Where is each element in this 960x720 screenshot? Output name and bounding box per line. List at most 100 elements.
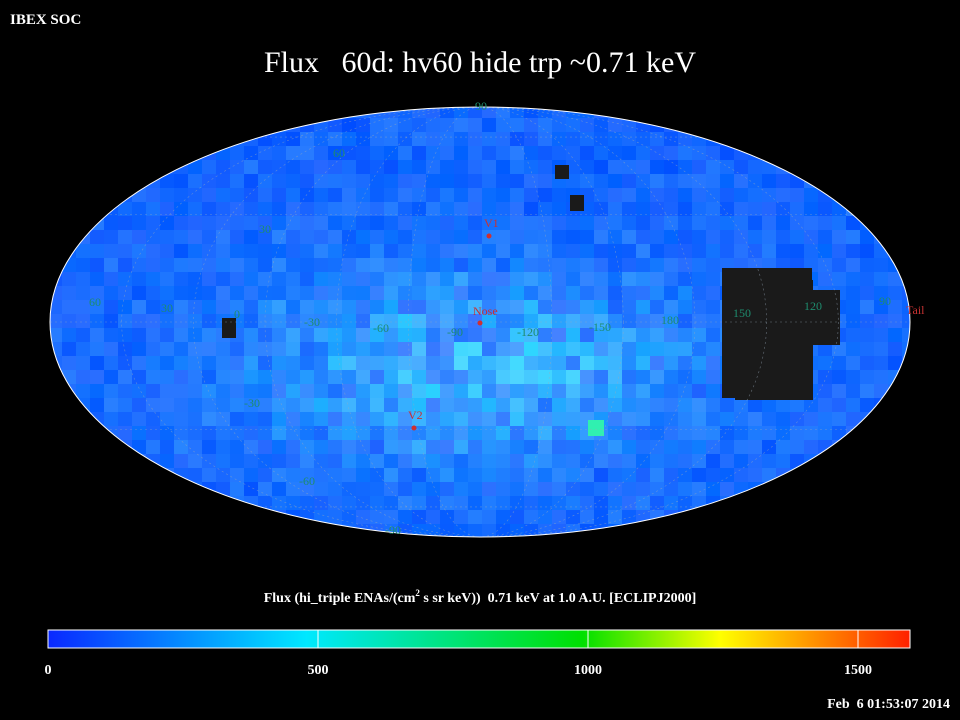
sky-pixel [650, 286, 664, 300]
sky-pixel [62, 286, 76, 300]
sky-pixel [580, 174, 594, 188]
sky-pixel [216, 524, 230, 537]
sky-pixel [860, 258, 874, 272]
sky-pixel [692, 412, 706, 426]
sky-pixel [160, 524, 174, 537]
sky-pixel [314, 107, 328, 118]
sky-pixel [832, 440, 846, 454]
colorbar-label: Flux (hi_triple ENAs/(cm2 s sr keV)) 0.7… [264, 588, 697, 606]
sky-pixel [482, 272, 496, 286]
latitude-label: -60 [299, 474, 315, 488]
sky-pixel [426, 440, 440, 454]
sky-pixel [272, 230, 286, 244]
sky-pixel [370, 538, 384, 552]
sky-pixel [818, 342, 832, 356]
sky-pixel [706, 524, 720, 537]
sky-pixel [328, 468, 342, 482]
sky-pixel [860, 440, 874, 454]
sky-pixel [314, 538, 328, 552]
sky-pixel [146, 272, 160, 286]
sky-pixel [818, 426, 832, 440]
sky-pixel [104, 230, 118, 244]
sky-pixel [524, 384, 538, 398]
sky-pixel [384, 132, 398, 146]
longitude-label: 150 [733, 306, 751, 320]
sky-pixel [468, 188, 482, 202]
sky-pixel [664, 146, 678, 160]
sky-pixel [650, 412, 664, 426]
sky-pixel [90, 188, 104, 202]
sky-pixel [524, 300, 538, 314]
sky-pixel [636, 426, 650, 440]
sky-pixel [328, 188, 342, 202]
sky-pixel [538, 174, 552, 188]
sky-pixel [286, 482, 300, 496]
sky-pixel [650, 468, 664, 482]
sky-pixel [160, 356, 174, 370]
sky-pixel [790, 398, 804, 412]
sky-pixel [76, 258, 90, 272]
sky-pixel [888, 538, 902, 552]
longitude-label: -150 [589, 320, 611, 334]
sky-pixel [188, 454, 202, 468]
sky-pixel [804, 188, 818, 202]
sky-pixel [594, 258, 608, 272]
sky-pixel [230, 412, 244, 426]
sky-pixel [482, 188, 496, 202]
sky-pixel [314, 272, 328, 286]
sky-pixel [188, 510, 202, 524]
sky-pixel [160, 384, 174, 398]
sky-pixel [902, 107, 910, 118]
sky-pixel [174, 538, 188, 552]
sky-pixel [118, 426, 132, 440]
sky-pixel [258, 300, 272, 314]
sky-pixel [496, 107, 510, 118]
sky-pixel [734, 202, 748, 216]
sky-pixel [776, 107, 790, 118]
sky-pixel [62, 160, 76, 174]
sky-pixel [384, 314, 398, 328]
sky-pixel [370, 107, 384, 118]
sky-pixel [664, 342, 678, 356]
sky-pixel [384, 286, 398, 300]
sky-pixel [888, 244, 902, 258]
sky-pixel [426, 244, 440, 258]
sky-pixel [76, 160, 90, 174]
sky-pixel [272, 468, 286, 482]
sky-pixel [524, 356, 538, 370]
sky-pixel [286, 454, 300, 468]
sky-pixel [132, 118, 146, 132]
sky-pixel [398, 454, 412, 468]
sky-pixel [664, 107, 678, 118]
sky-pixel [216, 412, 230, 426]
sky-pixel [678, 314, 692, 328]
marker-label: Tail [906, 303, 925, 317]
sky-pixel [188, 482, 202, 496]
sky-pixel [370, 328, 384, 342]
sky-pixel [132, 538, 146, 552]
sky-pixel [902, 300, 910, 314]
sky-pixel [384, 356, 398, 370]
sky-pixel [426, 258, 440, 272]
sky-pixel [132, 174, 146, 188]
sky-pixel [230, 107, 244, 118]
sky-pixel [146, 174, 160, 188]
sky-pixel [818, 398, 832, 412]
sky-pixel [440, 524, 454, 537]
sky-pixel [356, 482, 370, 496]
sky-pixel [76, 510, 90, 524]
sky-pixel [762, 538, 776, 552]
sky-pixel [118, 146, 132, 160]
sky-pixel [608, 370, 622, 384]
sky-pixel [496, 132, 510, 146]
sky-pixel [468, 146, 482, 160]
sky-pixel [860, 300, 874, 314]
sky-pixel [174, 107, 188, 118]
sky-pixel [650, 146, 664, 160]
sky-pixel [650, 174, 664, 188]
sky-pixel [678, 174, 692, 188]
sky-pixel [664, 426, 678, 440]
sky-pixel [258, 272, 272, 286]
sky-pixel [706, 174, 720, 188]
sky-pixel [244, 510, 258, 524]
